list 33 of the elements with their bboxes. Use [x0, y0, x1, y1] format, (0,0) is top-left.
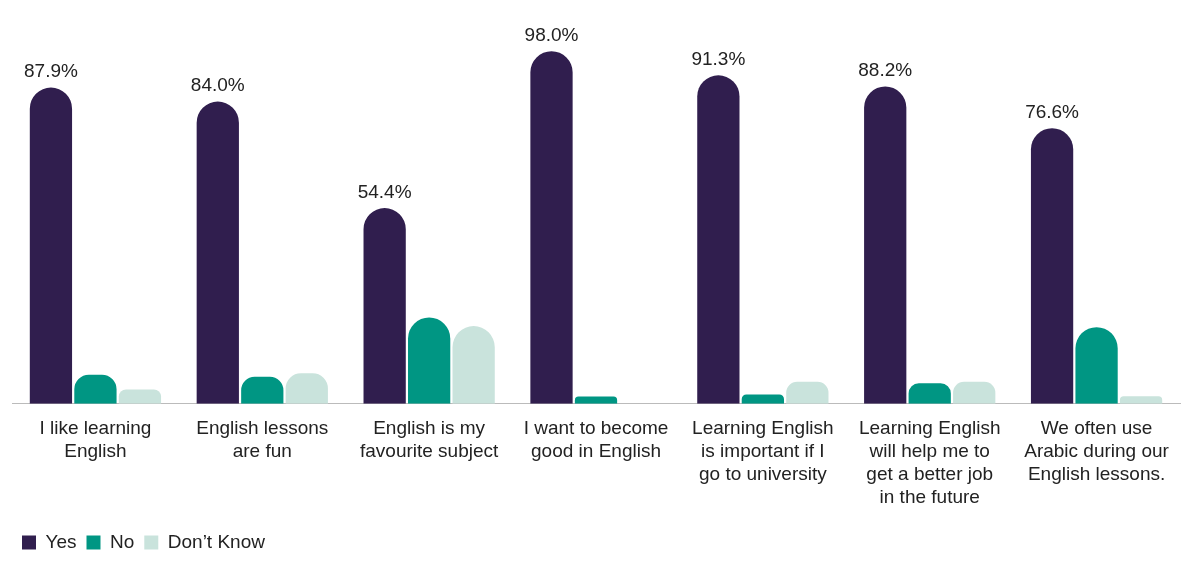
bar: [118, 389, 162, 404]
bar: [1119, 396, 1163, 404]
bar: [1030, 128, 1074, 404]
data-label: 91.3%: [691, 48, 746, 70]
x-tick-label: English lessons are fun: [196, 417, 329, 462]
x-tick-label: I want to become good in English: [523, 417, 669, 462]
data-label: 84.0%: [190, 74, 245, 96]
data-label: 88.2%: [858, 59, 913, 81]
bar: [196, 101, 239, 404]
data-label: 76.6%: [1025, 100, 1080, 122]
x-tick-label: Learning English is important if I go to university: [692, 417, 834, 485]
legend-label: Yes: [45, 530, 77, 552]
data-label: 98.0%: [524, 23, 579, 45]
bar: [864, 86, 907, 404]
bar: [363, 208, 406, 404]
x-tick-label: I like learning English: [39, 417, 152, 462]
data-label: 54.4%: [357, 180, 412, 202]
bar: [741, 394, 784, 404]
bar: [697, 75, 740, 404]
legend-label: Don’t Know: [167, 530, 266, 552]
bar: [452, 326, 495, 404]
data-label: 87.9%: [24, 60, 78, 82]
bar: [1075, 327, 1118, 404]
bar: [530, 51, 573, 404]
bar: [786, 381, 829, 404]
bar: [908, 383, 951, 404]
bar: [953, 381, 996, 404]
x-tick-label: English is my favourite subject: [359, 417, 500, 462]
x-tick-label: Learning English will help me to get a better job in the future: [858, 417, 1001, 507]
bar: [408, 317, 451, 404]
bar: [29, 87, 73, 404]
legend-label: No: [110, 530, 135, 552]
x-tick-label: We often use Arabic during our English lessons.: [1024, 417, 1170, 485]
